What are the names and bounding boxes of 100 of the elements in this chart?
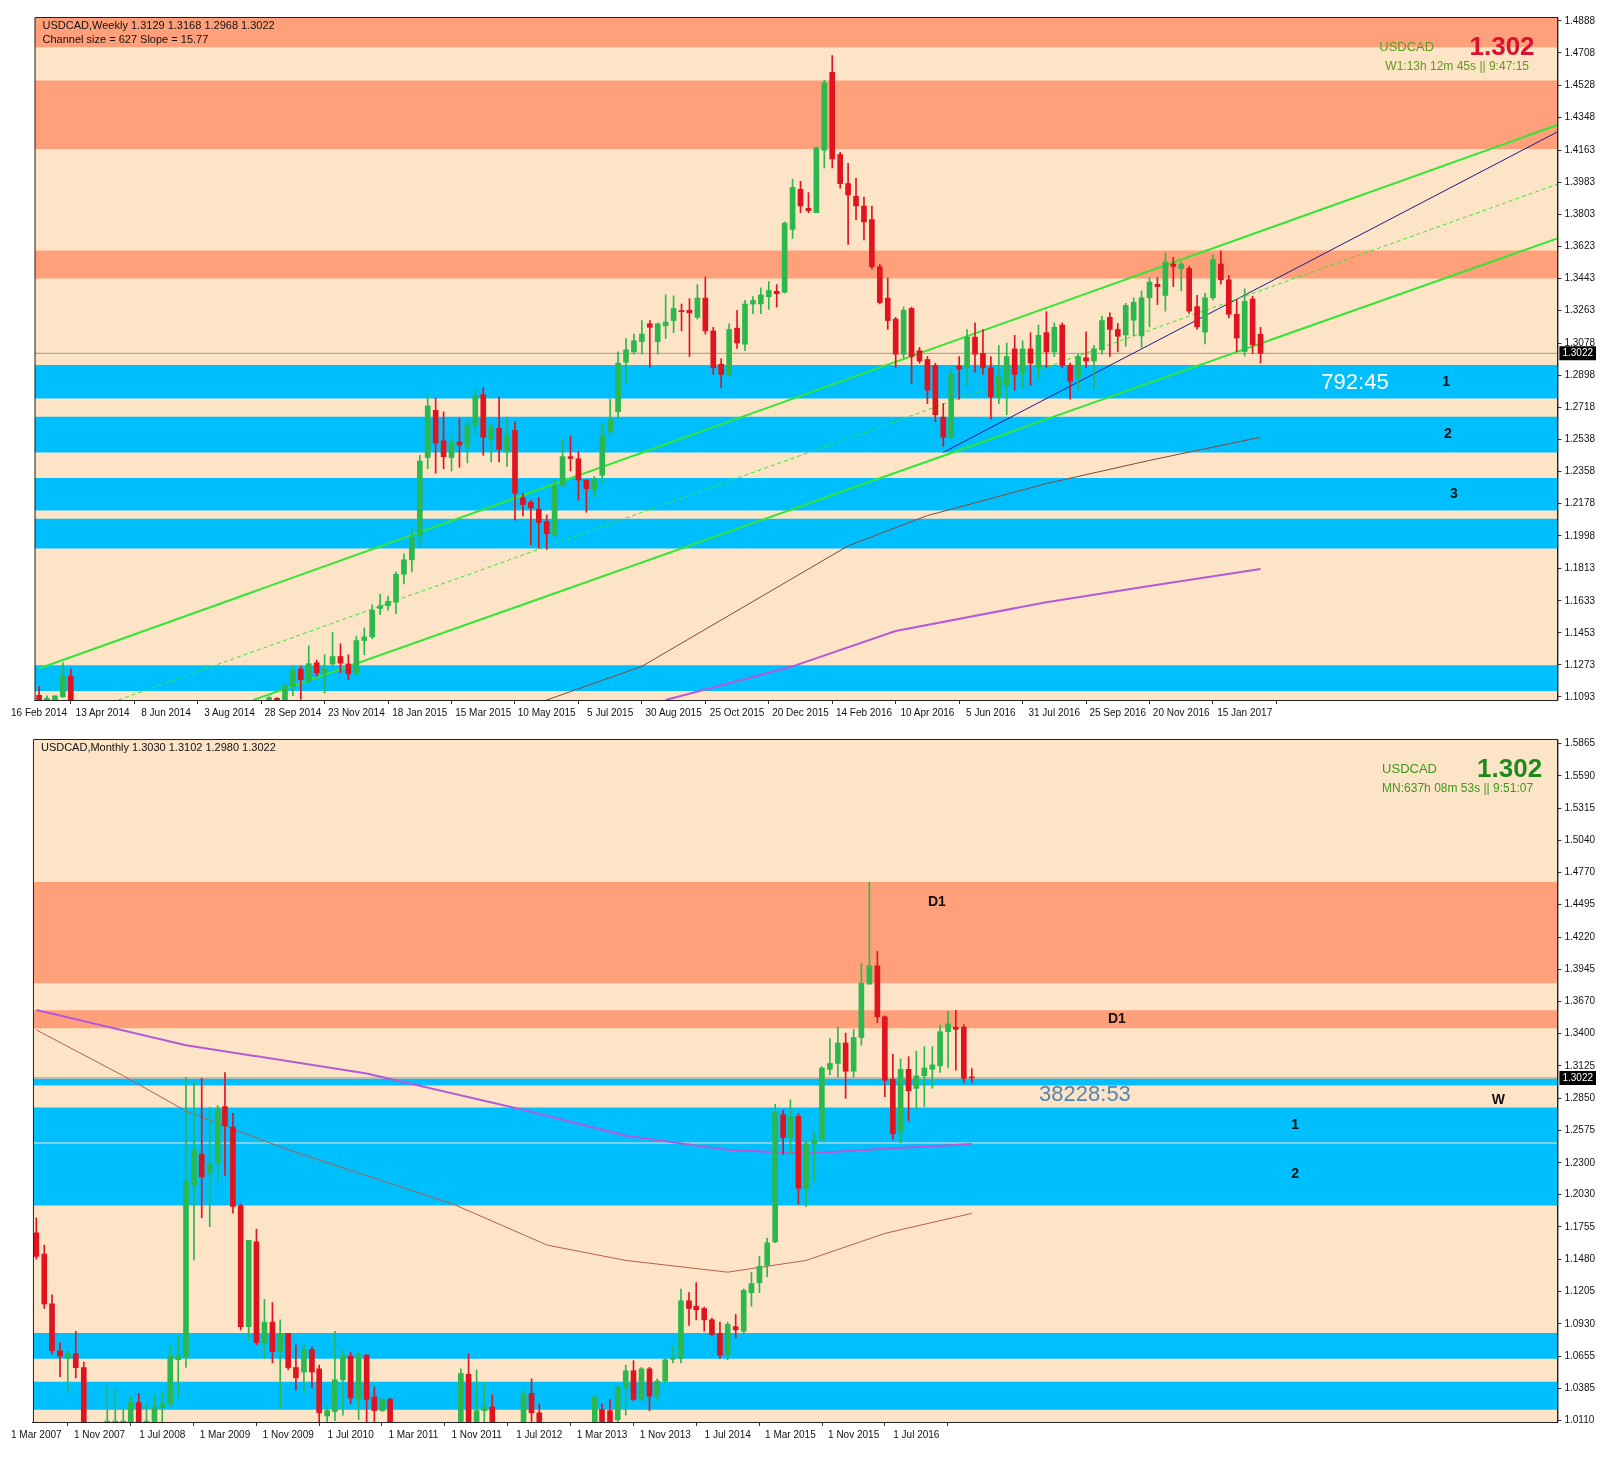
annotation: USDCAD: [1379, 39, 1435, 55]
candlestick: [670, 1345, 676, 1364]
x-tick-label: 1 Mar 2007: [11, 1428, 63, 1440]
band-label: 2: [1291, 1165, 1300, 1182]
candlestick: [198, 1078, 205, 1219]
y-tick-label: 1.3623: [1564, 240, 1596, 252]
x-tick-label: 1 Nov 2007: [73, 1428, 126, 1440]
ref-line-label: 1.3022: [1562, 347, 1594, 359]
y-tick-label: 1.3983: [1564, 175, 1596, 187]
candlestick: [845, 163, 851, 245]
x-tick-label: 23 Nov 2014: [327, 706, 386, 718]
y-tick-label: 1.1205: [1564, 1285, 1596, 1297]
candlestick: [765, 281, 772, 310]
y-tick-label: 1.3078: [1564, 337, 1596, 349]
candlestick: [646, 320, 653, 369]
candlestick: [64, 1350, 71, 1393]
y-tick-label: 1.0110: [1564, 1414, 1595, 1426]
x-tick-label: 25 Oct 2015: [709, 706, 765, 718]
x-tick-label: 31 Jul 2016: [1028, 706, 1081, 718]
candlestick: [57, 1342, 63, 1377]
candlestick: [945, 1010, 951, 1069]
text: Channel size = 627 Slope = 15.77: [42, 33, 209, 46]
y-tick-label: 1.0930: [1564, 1317, 1596, 1329]
y-tick-label: 1.2718: [1564, 401, 1596, 413]
candlestick: [1170, 256, 1177, 287]
y-tick-label: 1.2178: [1564, 497, 1596, 509]
x-tick-label: 1 Jul 2010: [327, 1428, 375, 1440]
annotation: USDCAD: [1382, 761, 1438, 777]
band-label: 2: [1443, 425, 1452, 442]
x-tick-label: 14 Feb 2016: [835, 706, 893, 718]
y-tick-label: 1.1273: [1564, 658, 1596, 670]
candlestick: [750, 296, 756, 315]
candlestick: [662, 294, 669, 339]
annotation: W: [1491, 1091, 1506, 1108]
x-tick-label: 15 Mar 2015: [455, 706, 512, 718]
y-tick-label: 1.4888: [1564, 14, 1596, 26]
candlestick: [175, 1335, 182, 1398]
band-label: D1: [928, 893, 947, 910]
candlestick: [277, 1319, 284, 1409]
x-tick-label: 1 Mar 2013: [576, 1428, 628, 1440]
x-tick-label: 1 Nov 2011: [451, 1428, 503, 1440]
y-tick-label: 1.4495: [1564, 898, 1596, 910]
x-tick-label: 1 Nov 2013: [639, 1428, 692, 1440]
chart-title: USDCAD,Weekly 1.3129 1.3168 1.2968 1.3022: [42, 19, 275, 32]
x-tick-label: 1 Jul 2008: [139, 1428, 186, 1440]
y-tick-label: 1.1093: [1564, 690, 1596, 702]
x-tick-label: 15 Jan 2017: [1217, 706, 1273, 718]
y-tick-label: 1.4770: [1564, 866, 1596, 878]
y-tick-label: 1.2898: [1564, 369, 1596, 381]
band-label: 3: [1449, 485, 1458, 502]
x-tick-label: 18 Jan 2015: [392, 706, 448, 718]
x-tick-label: 13 Apr 2014: [75, 706, 130, 718]
ref-line-label: 1.3022: [1562, 1071, 1594, 1083]
annotation: 1.302: [1477, 752, 1543, 783]
x-tick-label: 5 Jul 2015: [587, 706, 634, 718]
candlestick: [811, 1131, 817, 1182]
x-tick-label: 30 Aug 2015: [645, 706, 703, 718]
y-tick-label: 1.1755: [1564, 1220, 1596, 1232]
y-tick-label: 1.3803: [1564, 207, 1596, 219]
x-tick-label: 1 Jul 2016: [893, 1428, 940, 1440]
x-tick-label: 10 May 2015: [517, 706, 577, 718]
candlestick: [732, 1314, 739, 1339]
x-tick-label: 3 Aug 2014: [204, 706, 256, 718]
candlestick: [361, 627, 368, 656]
y-tick-label: 1.1998: [1564, 529, 1596, 541]
y-tick-label: 1.0655: [1564, 1350, 1596, 1362]
y-tick-label: 1.2030: [1564, 1188, 1596, 1200]
y-tick-label: 1.0385: [1564, 1381, 1596, 1393]
candlestick: [191, 1081, 197, 1261]
y-tick-label: 1.4708: [1564, 46, 1596, 58]
candlestick: [639, 320, 645, 355]
y-tick-label: 1.3263: [1564, 304, 1596, 316]
y-tick-label: 1.1453: [1564, 626, 1596, 638]
candlestick: [206, 1107, 213, 1228]
x-tick-label: 1 Mar 2015: [765, 1428, 817, 1440]
x-tick-label: 1 Nov 2015: [828, 1428, 880, 1440]
x-tick-label: 28 Sep 2014: [264, 706, 322, 718]
y-tick-label: 1.2538: [1564, 433, 1596, 445]
band-label: 1: [1291, 1115, 1300, 1132]
annotation: 792:45: [1321, 369, 1389, 395]
candlestick: [481, 1382, 488, 1422]
candlestick: [528, 499, 534, 546]
y-tick-label: 1.5315: [1564, 802, 1596, 814]
candlestick: [222, 1072, 228, 1176]
candlestick: [1178, 261, 1185, 292]
y-tick-label: 1.4348: [1564, 110, 1596, 122]
candlestick: [773, 284, 780, 308]
y-tick-label: 1.4528: [1564, 78, 1596, 90]
x-tick-label: 1 Mar 2011: [388, 1428, 439, 1440]
x-tick-label: 8 Jun 2014: [141, 706, 192, 718]
y-tick-label: 1.2575: [1564, 1124, 1596, 1136]
y-tick-label: 1.3945: [1564, 963, 1596, 975]
candlestick: [953, 1009, 959, 1071]
x-tick-label: 1 Mar 2009: [199, 1428, 251, 1440]
candlestick: [853, 177, 859, 220]
x-tick-label: 1 Jul 2012: [516, 1428, 563, 1440]
x-tick-label: 20 Nov 2016: [1152, 706, 1211, 718]
y-tick-label: 1.3670: [1564, 995, 1596, 1007]
annotation: 1.302: [1469, 30, 1535, 61]
y-tick-label: 1.5590: [1564, 769, 1596, 781]
